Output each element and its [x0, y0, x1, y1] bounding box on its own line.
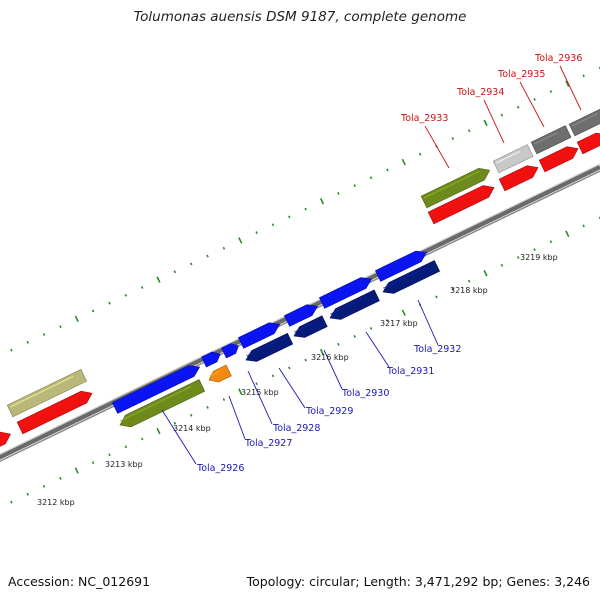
connector-tola-2932	[417, 299, 439, 346]
feature-tola-2930[interactable]	[293, 315, 328, 338]
scale-labels: 3212 kbp 3213 kbp 3214 kbp 3215 kbp 3216…	[37, 253, 558, 507]
feature-red-left-stub[interactable]	[0, 431, 11, 451]
accession-text: Accession: NC_012691	[8, 574, 151, 589]
connector-tola-2935	[519, 81, 545, 128]
label-connectors	[161, 65, 582, 465]
scale-label-3219: 3219 kbp	[520, 253, 558, 262]
feature-tola-2932[interactable]	[382, 260, 441, 294]
feature-red-right-1[interactable]	[427, 185, 495, 225]
connector-tola-2928	[247, 370, 273, 425]
feature-forward-3[interactable]	[237, 322, 281, 349]
map-title: Tolumonas auensis DSM 9187, complete gen…	[133, 9, 467, 25]
gene-labels: Tola_2926 Tola_2927 Tola_2928 Tola_2929 …	[196, 53, 582, 474]
gene-label-tola-2926[interactable]: Tola_2926	[196, 463, 244, 474]
feature-forward-2[interactable]	[201, 351, 221, 368]
feature-forward-5[interactable]	[318, 277, 373, 309]
scale-label-3217: 3217 kbp	[380, 319, 418, 328]
feature-forward-1[interactable]	[111, 365, 201, 414]
feature-tola-2929[interactable]	[245, 332, 294, 362]
outer-tick-row	[10, 66, 600, 352]
feature-tola-2928[interactable]	[221, 343, 239, 359]
feature-khaki-left[interactable]	[6, 369, 88, 418]
feature-red-right-3[interactable]	[538, 146, 579, 173]
feature-tola-2933[interactable]	[420, 167, 491, 209]
tick-marks	[10, 66, 600, 504]
scale-label-3212: 3212 kbp	[37, 498, 75, 507]
gene-label-tola-2929[interactable]: Tola_2929	[305, 406, 353, 417]
connector-tola-2927	[228, 395, 246, 440]
connector-tola-2933	[424, 125, 450, 169]
gene-features	[0, 107, 600, 451]
gene-label-tola-2934[interactable]: Tola_2934	[456, 87, 504, 98]
gene-label-tola-2932[interactable]: Tola_2932	[413, 344, 461, 355]
gene-label-tola-2935[interactable]: Tola_2935	[497, 69, 545, 80]
gene-label-tola-2936[interactable]: Tola_2936	[534, 53, 582, 64]
feature-tola-2931[interactable]	[329, 289, 380, 320]
scale-label-3215: 3215 kbp	[241, 388, 279, 397]
feature-red-left[interactable]	[16, 390, 93, 435]
gene-label-tola-2930[interactable]: Tola_2930	[341, 388, 389, 399]
gene-label-tola-2928[interactable]: Tola_2928	[272, 423, 320, 434]
inner-tick-row	[10, 216, 600, 504]
connector-tola-2931	[365, 331, 390, 368]
feature-tola-2935[interactable]	[530, 125, 572, 155]
feature-forward-6[interactable]	[374, 250, 428, 282]
scale-label-3218: 3218 kbp	[450, 286, 488, 295]
scale-label-3216: 3216 kbp	[311, 353, 349, 362]
feature-forward-4[interactable]	[283, 304, 319, 327]
gene-label-tola-2933[interactable]: Tola_2933	[400, 113, 448, 124]
feature-red-right-2[interactable]	[498, 165, 539, 192]
scale-label-3213: 3213 kbp	[105, 460, 143, 469]
feature-tola-2936[interactable]	[568, 107, 600, 137]
feature-tola-2934[interactable]	[492, 144, 534, 174]
gene-label-tola-2927[interactable]: Tola_2927	[244, 438, 292, 449]
feature-red-right-4[interactable]	[576, 132, 600, 155]
scale-label-3214: 3214 kbp	[173, 424, 211, 433]
connector-tola-2926	[161, 409, 197, 465]
topology-text: Topology: circular; Length: 3,471,292 bp…	[246, 574, 590, 589]
feature-tola-2927[interactable]	[208, 364, 232, 383]
connector-tola-2930	[323, 349, 343, 390]
connector-tola-2929	[278, 367, 306, 409]
gene-label-tola-2931[interactable]: Tola_2931	[386, 366, 434, 377]
connector-tola-2934	[483, 99, 505, 144]
connector-tola-2936	[559, 65, 582, 111]
feature-tola-2926[interactable]	[119, 379, 206, 428]
